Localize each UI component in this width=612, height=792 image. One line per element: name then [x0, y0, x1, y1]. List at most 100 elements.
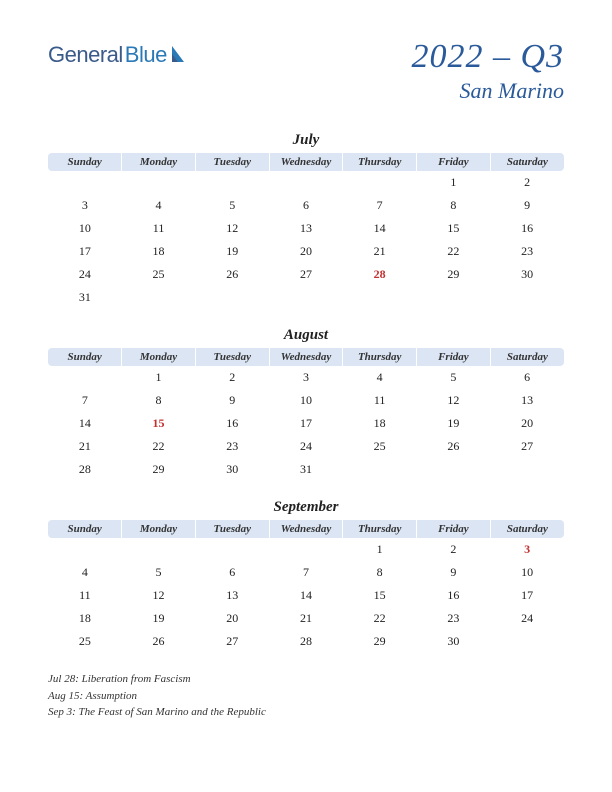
calendar-cell: 29	[343, 630, 417, 653]
day-header: Monday	[122, 520, 196, 538]
calendar-cell: 26	[195, 263, 269, 286]
holiday-note: Jul 28: Liberation from Fascism	[48, 671, 564, 688]
calendar-cell	[343, 458, 417, 481]
calendar-cell: 24	[269, 435, 343, 458]
calendar-cell	[48, 538, 122, 561]
calendar-cell: 22	[122, 435, 196, 458]
day-header: Wednesday	[269, 520, 343, 538]
calendar-cell: 18	[48, 607, 122, 630]
calendar-cell	[195, 538, 269, 561]
calendar-cell: 16	[417, 584, 491, 607]
calendar-cell: 21	[343, 240, 417, 263]
calendar-row: 123456	[48, 366, 564, 389]
calendar-cell: 22	[343, 607, 417, 630]
month-block: SeptemberSundayMondayTuesdayWednesdayThu…	[48, 499, 564, 653]
calendar-cell: 6	[195, 561, 269, 584]
calendar-cell: 12	[195, 217, 269, 240]
calendar-cell: 26	[122, 630, 196, 653]
calendar-cell: 30	[195, 458, 269, 481]
calendar-cell: 3	[490, 538, 564, 561]
calendar-cell: 7	[343, 194, 417, 217]
calendar-cell	[122, 171, 196, 194]
calendar-cell: 7	[269, 561, 343, 584]
calendar-cell: 25	[122, 263, 196, 286]
calendar-cell: 25	[48, 630, 122, 653]
calendar-cell: 2	[195, 366, 269, 389]
calendar-row: 11121314151617	[48, 584, 564, 607]
calendar-cell: 14	[48, 412, 122, 435]
calendar-cell: 27	[269, 263, 343, 286]
month-name: August	[48, 327, 564, 344]
calendar-cell	[269, 171, 343, 194]
calendar-cell	[195, 286, 269, 309]
calendar-cell	[490, 630, 564, 653]
day-header: Tuesday	[195, 153, 269, 171]
quarter-title: 2022 – Q3	[411, 38, 564, 76]
calendar-cell: 21	[48, 435, 122, 458]
calendar-row: 45678910	[48, 561, 564, 584]
calendar-cell: 10	[269, 389, 343, 412]
calendar-row: 252627282930	[48, 630, 564, 653]
calendar-row: 123	[48, 538, 564, 561]
calendar-cell: 19	[122, 607, 196, 630]
calendar-row: 21222324252627	[48, 435, 564, 458]
header: General Blue 2022 – Q3 San Marino	[48, 38, 564, 104]
day-header: Thursday	[343, 153, 417, 171]
calendar-cell: 5	[195, 194, 269, 217]
calendar-cell: 18	[343, 412, 417, 435]
day-header: Sunday	[48, 153, 122, 171]
calendar-table: SundayMondayTuesdayWednesdayThursdayFrid…	[48, 520, 564, 653]
calendar-cell	[490, 286, 564, 309]
calendar-cell: 10	[490, 561, 564, 584]
sail-icon	[170, 44, 188, 69]
calendar-cell: 13	[269, 217, 343, 240]
calendar-cell: 6	[269, 194, 343, 217]
calendar-cell: 3	[48, 194, 122, 217]
calendar-table: SundayMondayTuesdayWednesdayThursdayFrid…	[48, 153, 564, 309]
day-header: Friday	[417, 153, 491, 171]
calendar-cell: 1	[343, 538, 417, 561]
calendar-cell: 30	[490, 263, 564, 286]
logo-text-general: General	[48, 42, 123, 68]
calendar-cell: 4	[343, 366, 417, 389]
calendar-cell: 30	[417, 630, 491, 653]
calendar-cell: 18	[122, 240, 196, 263]
day-header: Saturday	[490, 520, 564, 538]
calendar-cell: 11	[343, 389, 417, 412]
month-block: AugustSundayMondayTuesdayWednesdayThursd…	[48, 327, 564, 481]
calendar-cell: 21	[269, 607, 343, 630]
calendar-cell: 25	[343, 435, 417, 458]
day-header: Tuesday	[195, 348, 269, 366]
holidays-list: Jul 28: Liberation from FascismAug 15: A…	[48, 671, 564, 721]
calendar-cell: 2	[490, 171, 564, 194]
calendar-cell: 17	[269, 412, 343, 435]
calendar-cell: 8	[122, 389, 196, 412]
calendar-cell: 15	[122, 412, 196, 435]
calendar-cell	[417, 286, 491, 309]
calendar-cell: 23	[490, 240, 564, 263]
calendar-cell: 15	[343, 584, 417, 607]
calendar-cell: 31	[269, 458, 343, 481]
calendar-row: 24252627282930	[48, 263, 564, 286]
calendar-cell: 9	[490, 194, 564, 217]
calendar-cell	[122, 286, 196, 309]
calendar-cell: 22	[417, 240, 491, 263]
calendar-cell: 2	[417, 538, 491, 561]
calendar-row: 10111213141516	[48, 217, 564, 240]
calendar-cell: 31	[48, 286, 122, 309]
day-header: Sunday	[48, 520, 122, 538]
calendar-cell: 17	[48, 240, 122, 263]
calendar-cell: 14	[343, 217, 417, 240]
country-title: San Marino	[411, 78, 564, 104]
calendar-cell: 27	[195, 630, 269, 653]
day-header: Friday	[417, 348, 491, 366]
calendar-cell: 29	[417, 263, 491, 286]
calendar-cell: 15	[417, 217, 491, 240]
calendar-cell: 28	[269, 630, 343, 653]
calendar-row: 78910111213	[48, 389, 564, 412]
calendar-row: 3456789	[48, 194, 564, 217]
day-header: Friday	[417, 520, 491, 538]
calendar-cell: 7	[48, 389, 122, 412]
day-header: Sunday	[48, 348, 122, 366]
calendar-cell	[269, 286, 343, 309]
